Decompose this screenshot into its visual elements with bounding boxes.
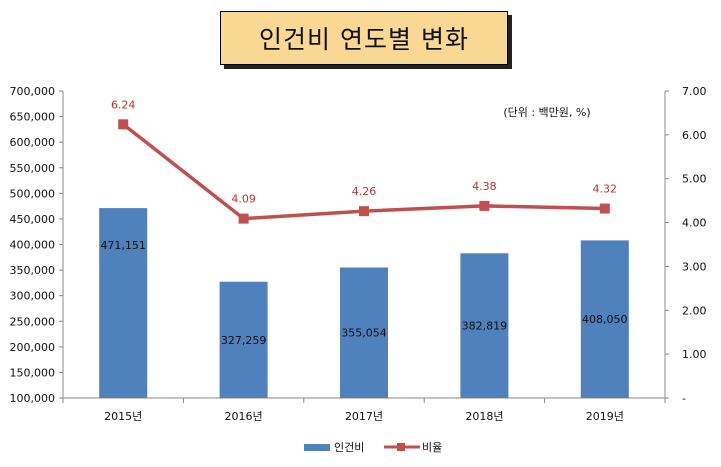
ratio-value-label: 6.24 — [111, 98, 136, 111]
x-tick-label: 2015년 — [104, 410, 142, 423]
data-labels: 471,151 327,259 355,054 382,819 408,050 6.24 4… — [100, 98, 627, 347]
left-tick-label: 150,000 — [10, 366, 56, 379]
ratio-marker — [118, 119, 129, 130]
right-tick-label: 2.00 — [682, 304, 707, 317]
left-tick-label: 650,000 — [10, 111, 56, 124]
left-tick-label: 500,000 — [10, 187, 56, 200]
legend-bar-swatch — [304, 444, 330, 451]
ratio-marker — [359, 206, 369, 217]
right-tick-label: 3.00 — [682, 260, 707, 273]
bar-value-label: 408,050 — [582, 313, 628, 326]
left-tick-label: 700,000 — [10, 85, 56, 98]
legend-bar-label: 인건비 — [334, 441, 364, 454]
left-tick-label: 550,000 — [10, 162, 56, 175]
right-tick-label: 6.00 — [682, 129, 707, 142]
bar-value-label: 382,819 — [462, 320, 508, 333]
ratio-value-label: 4.38 — [472, 180, 497, 193]
unit-note: (단위 : 백만원, %) — [503, 106, 590, 119]
right-tick-label: 4.00 — [682, 217, 707, 230]
left-tick-label: 300,000 — [10, 290, 56, 303]
bar-value-label: 327,259 — [221, 334, 267, 347]
left-tick-label: 400,000 — [10, 239, 56, 252]
bar — [340, 267, 388, 398]
bar-value-label: 471,151 — [100, 239, 146, 252]
bar-series — [99, 208, 629, 398]
right-tick-label: 7.00 — [682, 85, 707, 98]
ratio-value-label: 4.32 — [593, 183, 618, 196]
left-tick-label: 100,000 — [10, 392, 56, 405]
legend: 인건비 비율 — [304, 441, 442, 454]
bar-value-label: 355,054 — [341, 327, 387, 340]
chart-title: 인건비 연도별 변화 — [220, 11, 508, 65]
line-series — [118, 119, 610, 224]
bar — [580, 240, 629, 398]
right-tick-label: - — [682, 392, 686, 405]
bar — [460, 253, 509, 398]
bar — [99, 208, 148, 398]
left-tick-label: 250,000 — [10, 315, 56, 328]
right-tick-label: 1.00 — [682, 348, 707, 361]
axes: 100,000 150,000 200,000 250,000 300,000 350,0… — [10, 85, 707, 423]
ratio-value-label: 4.26 — [352, 185, 377, 198]
ratio-line — [122, 122, 605, 221]
left-tick-label: 600,000 — [10, 136, 56, 149]
legend-line-marker — [397, 443, 405, 451]
ratio-marker — [238, 213, 249, 224]
x-tick-label: 2018년 — [465, 410, 503, 423]
x-tick-label: 2016년 — [225, 410, 263, 423]
right-tick-label: 5.00 — [682, 173, 707, 186]
x-tick-label: 2017년 — [345, 410, 383, 423]
left-tick-label: 200,000 — [10, 341, 56, 354]
left-tick-label: 350,000 — [10, 264, 56, 277]
left-tick-label: 450,000 — [10, 213, 56, 226]
ratio-marker — [479, 200, 490, 211]
ratio-value-label: 4.09 — [231, 193, 256, 206]
ratio-marker — [599, 203, 610, 214]
x-tick-label: 2019년 — [586, 410, 624, 423]
legend-line-label: 비율 — [422, 441, 442, 454]
bar — [219, 281, 268, 398]
